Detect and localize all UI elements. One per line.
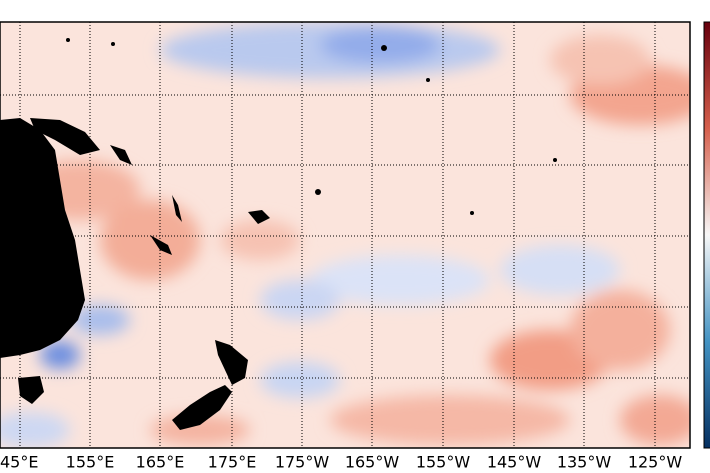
island <box>470 211 474 215</box>
longitude-label: 175°E <box>208 453 257 472</box>
longitude-label: 155°E <box>66 453 115 472</box>
map-area <box>0 22 690 448</box>
longitude-label: 125°W <box>628 453 683 472</box>
island <box>315 189 321 195</box>
nz-north-island <box>215 340 248 385</box>
island <box>66 38 70 42</box>
new-caledonia <box>150 235 172 255</box>
longitude-label: 145°W <box>487 453 542 472</box>
longitude-label: 45°E <box>0 453 38 472</box>
new-guinea <box>30 118 100 155</box>
island <box>111 42 115 46</box>
vanuatu <box>172 195 182 222</box>
landmasses <box>0 38 557 430</box>
island <box>553 158 557 162</box>
graticule <box>0 22 690 448</box>
fiji <box>248 210 270 224</box>
nz-south-island <box>172 385 232 430</box>
longitude-labels: 45°E 155°E 165°E 175°E 175°W 165°W 155°W 145°W 1… <box>0 453 682 472</box>
longitude-label: 135°W <box>557 453 612 472</box>
solomon-islands <box>110 145 132 165</box>
longitude-label: 165°E <box>136 453 185 472</box>
australia <box>0 118 85 358</box>
colorbar <box>703 21 710 449</box>
longitude-label: 165°W <box>345 453 400 472</box>
longitude-label: 155°W <box>416 453 471 472</box>
tasmania <box>18 376 44 404</box>
island <box>426 78 430 82</box>
map-frame <box>0 21 691 449</box>
island <box>381 45 387 51</box>
longitude-label: 175°W <box>275 453 330 472</box>
